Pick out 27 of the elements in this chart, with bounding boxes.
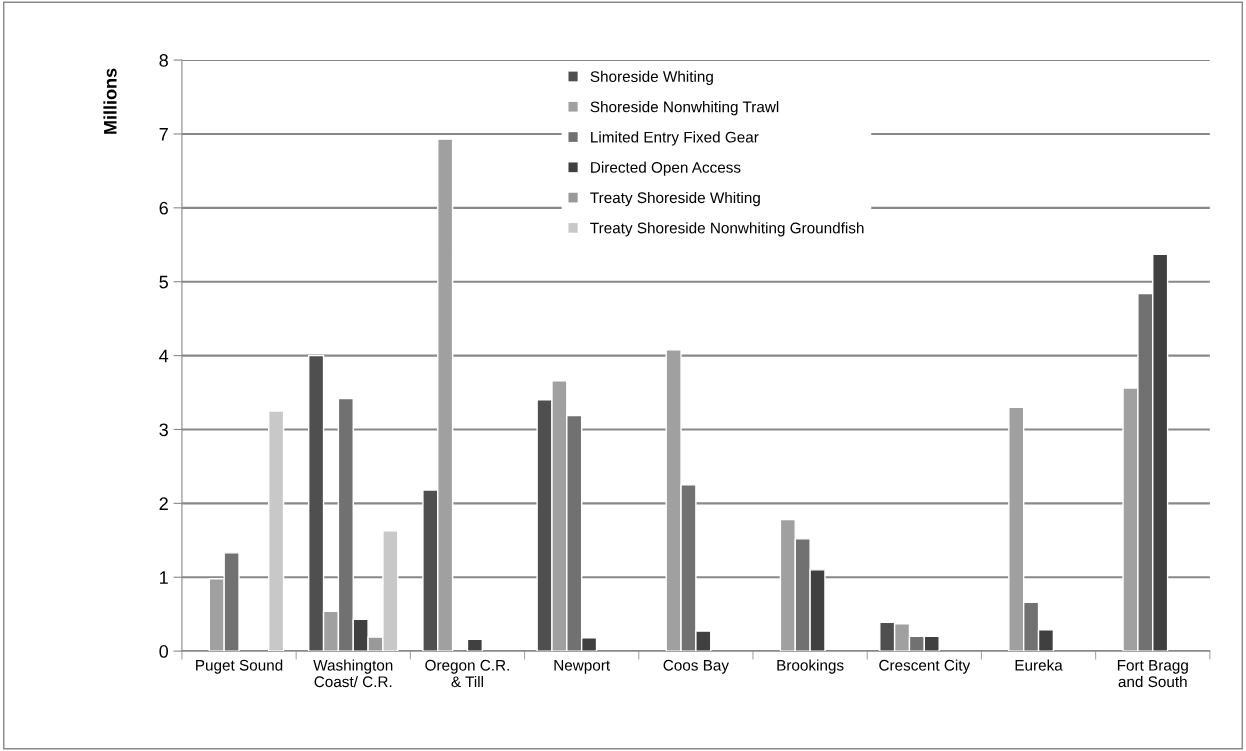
x-tick-label: Eureka: [1015, 659, 1063, 671]
y-tick-label: 2: [159, 497, 168, 510]
x-tick-label: Oregon C.R. & Till: [425, 659, 509, 688]
legend-label: Limited Entry Fixed Gear: [591, 131, 759, 146]
legend-label: Directed Open Access: [591, 161, 741, 176]
y-tick-label: 1: [160, 571, 168, 584]
x-tick-label: Washington Coast/ C.R.: [313, 659, 393, 688]
x-tick-label: Crescent City: [879, 659, 971, 674]
y-axis-title: Millions: [103, 68, 117, 134]
bar: [466, 638, 484, 652]
y-tick-label: 7: [159, 128, 168, 141]
x-tick-label: Puget Sound: [196, 659, 283, 674]
legend-label: Treaty Shoreside Nonwhiting Groundfish: [590, 222, 864, 237]
legend-label: Treaty Shoreside Whiting: [590, 191, 760, 207]
y-tick-label: 0: [159, 645, 169, 658]
x-tick-label: Coos Bay: [663, 659, 729, 674]
y-tick-label: 8: [159, 54, 168, 67]
bar: [268, 410, 285, 652]
y-tick-label: 3: [159, 423, 168, 437]
legend-label: Shoreside Whiting: [590, 70, 713, 86]
x-tick-label: Fort Bragg and South: [1117, 660, 1188, 688]
y-tick-label: 4: [159, 349, 169, 363]
x-tick-label: Newport: [554, 660, 611, 674]
legend-label: Shoreside Nonwhiting Trawl: [590, 101, 779, 116]
y-tick-label: 5: [159, 275, 168, 289]
y-tick-label: 6: [159, 201, 168, 215]
x-tick-label: Brookings: [777, 659, 844, 674]
